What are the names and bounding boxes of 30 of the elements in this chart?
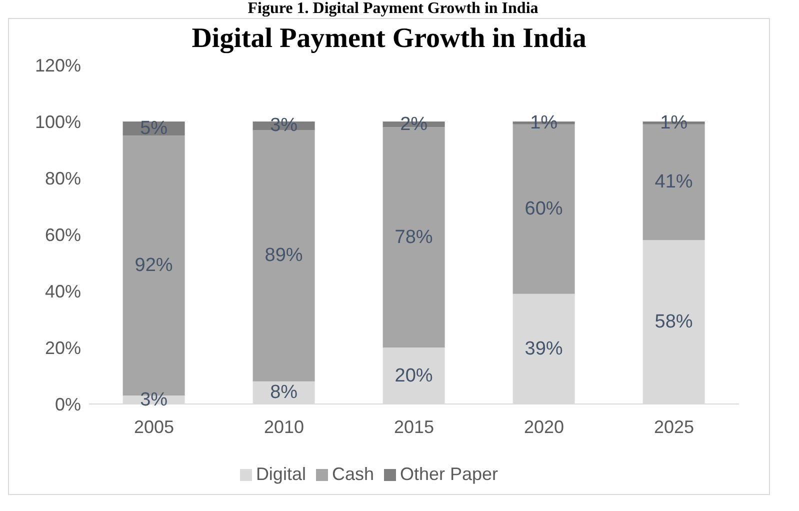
data-label: 78% [394,226,433,248]
data-label: 92% [134,255,173,276]
y-tick-label: 20% [44,338,81,358]
caption: Figure 1. Digital Payment Growth in India [246,0,540,18]
data-label: 41% [654,172,693,193]
data-label: 3% [140,389,168,410]
data-label: 89% [264,245,303,266]
data-label: 58% [654,312,693,333]
bar [252,130,315,382]
data-label: 5% [140,118,168,140]
legend-label: Digital [256,464,306,484]
y-tick-label: 60% [44,224,81,245]
data-label: 60% [524,198,563,220]
legend-label: Other Paper [400,464,498,484]
x-tick-label: 2015 [394,416,434,437]
x-tick-label: 2025 [654,416,694,437]
y-tick-label: 120% [34,55,81,76]
x-tick-label: 2020 [524,416,564,437]
y-tick-label: 40% [44,281,81,302]
chart-title: Digital Payment Growth in India [190,23,588,55]
data-label: 20% [394,365,433,386]
y-tick-label: 0% [54,394,81,414]
x-tick-label: 2010 [264,416,304,437]
legend-label: Cash [332,464,374,484]
y-tick-label: 80% [44,168,81,188]
data-label: 3% [270,115,298,136]
y-tick-label: 100% [34,112,81,132]
x-tick-label: 2005 [134,416,174,437]
data-label: 8% [270,382,298,404]
data-label: 39% [524,338,563,360]
